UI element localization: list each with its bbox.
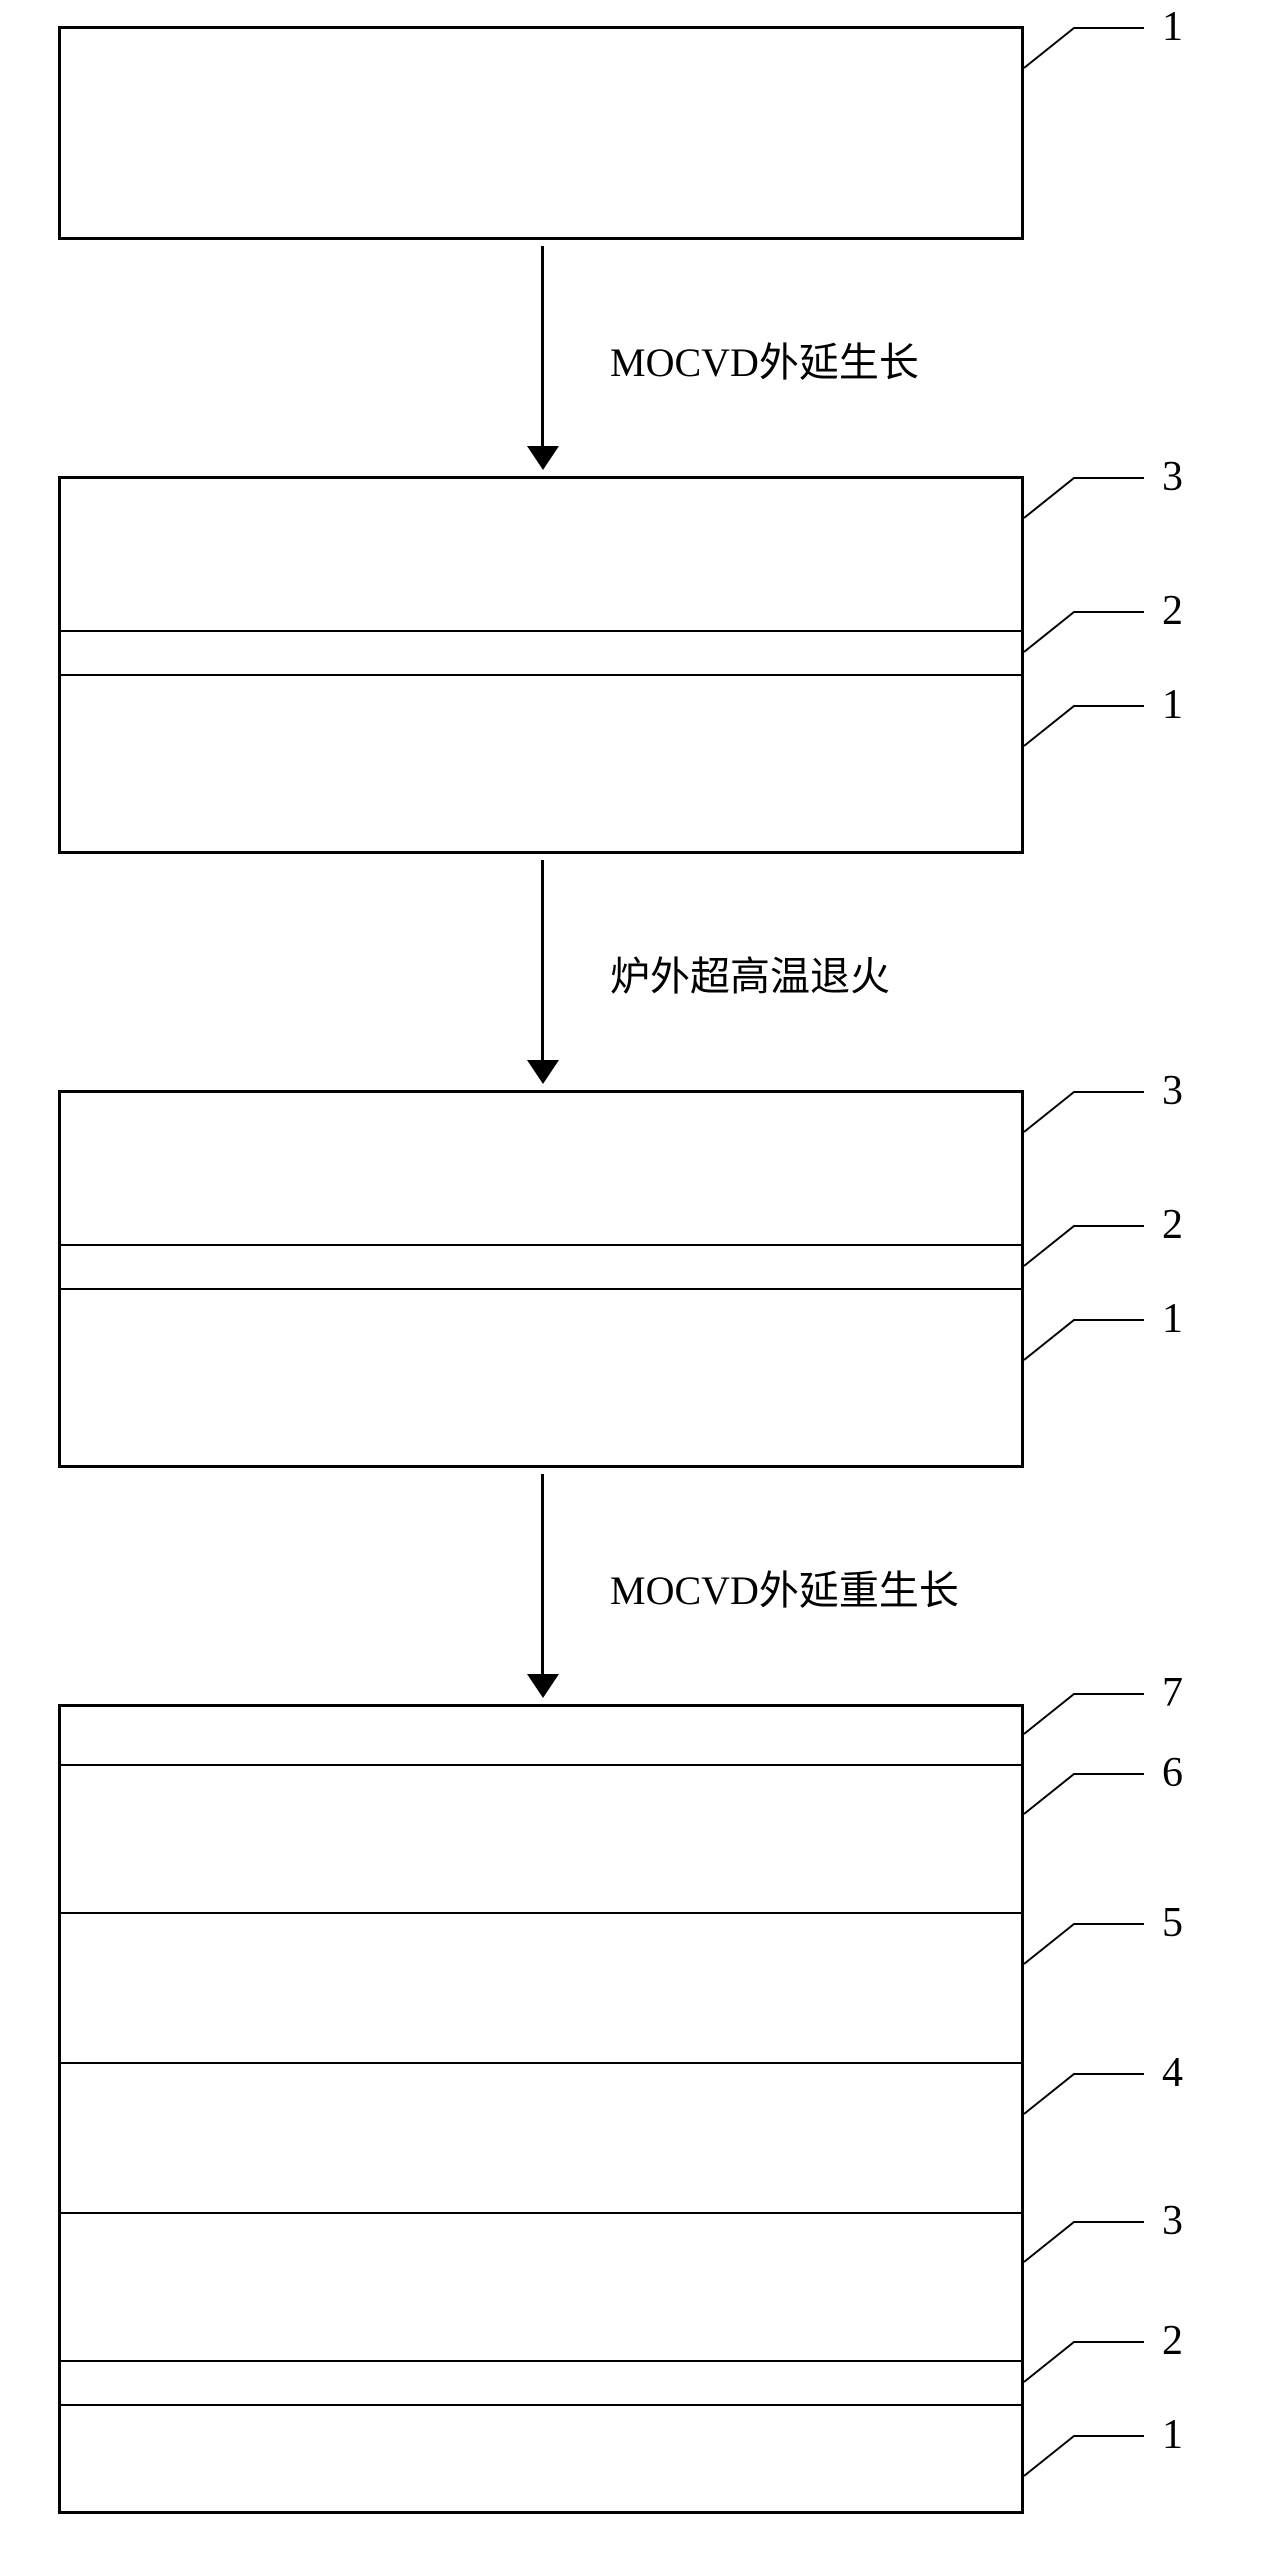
leader-line [1024, 1318, 1148, 1362]
layer-number-label: 4 [1162, 2049, 1183, 2097]
process-arrow-shaft [541, 860, 544, 1060]
layer-boundary [61, 2360, 1021, 2362]
process-arrow-head [527, 446, 559, 470]
leader-line [1024, 1772, 1148, 1816]
layer-block [58, 1090, 1024, 1468]
process-step-label: 炉外超高温退火 [610, 944, 890, 1002]
diagram-canvas: 1 3 2 1 3 2 1 7 6 5 4 3 2 1 MOCVD外延生长炉外超高温退火 MOCVD外延重生长 [0, 0, 1282, 2557]
layer-boundary [61, 674, 1021, 676]
layer-block [58, 26, 1024, 240]
layer-number-label: 6 [1162, 1749, 1183, 1797]
layer-boundary [61, 1764, 1021, 1766]
layer-boundary [61, 1912, 1021, 1914]
layer-number-label: 2 [1162, 2317, 1183, 2365]
leader-line [1024, 1692, 1148, 1736]
process-arrow-head [527, 1060, 559, 1084]
leader-line [1024, 2434, 1148, 2478]
leader-line [1024, 610, 1148, 654]
process-step-label: MOCVD外延生长 [610, 330, 919, 388]
layer-block [58, 476, 1024, 854]
layer-number-label: 3 [1162, 453, 1183, 501]
process-arrow-shaft [541, 246, 544, 446]
process-arrow-shaft [541, 1474, 544, 1674]
layer-boundary [61, 2404, 1021, 2406]
leader-line [1024, 2072, 1148, 2116]
layer-number-label: 2 [1162, 587, 1183, 635]
leader-line [1024, 1224, 1148, 1268]
layer-boundary [61, 630, 1021, 632]
leader-line [1024, 476, 1148, 520]
layer-number-label: 7 [1162, 1669, 1183, 1717]
layer-number-label: 5 [1162, 1899, 1183, 1947]
leader-line [1024, 1090, 1148, 1134]
leader-line [1024, 2340, 1148, 2384]
layer-number-label: 1 [1162, 1295, 1183, 1343]
leader-line [1024, 2220, 1148, 2264]
leader-line [1024, 704, 1148, 748]
layer-boundary [61, 1288, 1021, 1290]
layer-number-label: 1 [1162, 3, 1183, 51]
leader-line [1024, 26, 1148, 70]
layer-number-label: 1 [1162, 2411, 1183, 2459]
layer-number-label: 2 [1162, 1201, 1183, 1249]
process-step-label: MOCVD外延重生长 [610, 1558, 959, 1616]
layer-block [58, 1704, 1024, 2514]
layer-number-label: 3 [1162, 1067, 1183, 1115]
layer-boundary [61, 1244, 1021, 1246]
layer-number-label: 1 [1162, 681, 1183, 729]
layer-boundary [61, 2212, 1021, 2214]
layer-number-label: 3 [1162, 2197, 1183, 2245]
layer-boundary [61, 2062, 1021, 2064]
process-arrow-head [527, 1674, 559, 1698]
leader-line [1024, 1922, 1148, 1966]
